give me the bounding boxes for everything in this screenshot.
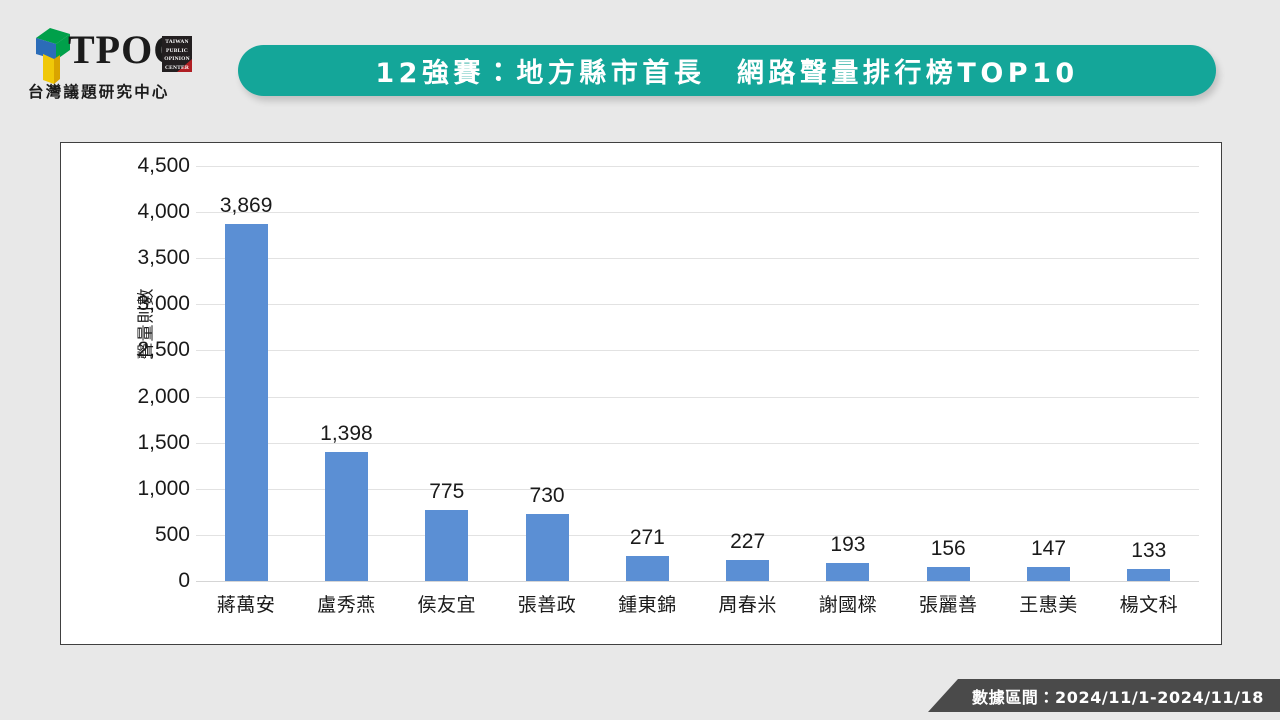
y-axis-tick-label: 0	[178, 569, 190, 592]
bar-series: 3,869 蔣萬安 1,398 盧秀燕 775 侯友宜 730 張善政 271 鍾東錦 227 周春米…	[196, 166, 1199, 616]
tpoc-logo: TPOC TAIWAN PUBLIC OPINION CENTER 台灣議題研究…	[22, 24, 214, 112]
bar-value-label: 147	[1031, 537, 1067, 561]
x-axis-category-label: 蔣萬安	[216, 594, 276, 616]
y-axis-tick-label: 3,500	[137, 246, 190, 270]
bar-value-label: 133	[1131, 538, 1167, 562]
y-axis-tick-label: 2,500	[137, 338, 190, 362]
page-header: TPOC TAIWAN PUBLIC OPINION CENTER 台灣議題研究…	[0, 0, 1280, 135]
bar[interactable]	[525, 513, 569, 581]
data-range-badge: 數據區間：2024/11/1-2024/11/18	[928, 679, 1280, 712]
gridline	[196, 212, 1199, 214]
bar-value-label: 193	[830, 533, 866, 557]
bar[interactable]	[224, 224, 268, 581]
bar-slot[interactable]: 775 侯友宜	[397, 166, 497, 616]
badge-line-4: CENTER	[164, 64, 190, 71]
bar-value-label: 775	[429, 479, 465, 503]
x-axis-category-label: 鍾東錦	[618, 594, 677, 616]
bar-value-label: 271	[629, 526, 665, 550]
bar-value-label: 730	[529, 483, 565, 507]
x-axis-category-label: 楊文科	[1119, 594, 1179, 616]
bar[interactable]	[826, 563, 870, 581]
gridline	[196, 488, 1199, 490]
x-axis-category-label: 王惠美	[1019, 594, 1078, 616]
x-axis-category-label: 張善政	[517, 594, 577, 616]
x-axis-category-label: 謝國樑	[818, 594, 878, 616]
bar[interactable]	[1027, 567, 1071, 581]
gridline	[196, 304, 1199, 306]
gridline	[196, 534, 1199, 536]
bar[interactable]	[324, 452, 368, 581]
bar-value-label: 156	[930, 536, 966, 560]
x-axis-category-label: 張麗善	[918, 594, 978, 616]
bar-value-label: 3,869	[219, 194, 273, 218]
y-axis-tick-label: 4,000	[137, 200, 190, 224]
gridline	[196, 581, 1199, 582]
bar-slot[interactable]: 227 周春米	[697, 166, 797, 616]
badge-line-2: PUBLIC	[166, 47, 188, 54]
plot-area: 4,500 4,000 3,500 3,000 2,500 2,000 1,500 1,000…	[137, 154, 1199, 616]
tpoc-logo-mark-icon	[36, 28, 70, 84]
bar-slot[interactable]: 156 張麗善	[898, 166, 998, 616]
chart-inner: 聲量則數 4,500 4,000 3,500 3,000 2,500 2,000 1,500…	[61, 143, 1221, 644]
title-banner: 12強賽：地方縣市首長 網路聲量排行榜TOP10	[238, 45, 1216, 96]
gridline	[196, 350, 1199, 352]
y-axis-tick-label: 2,000	[137, 384, 190, 408]
bar-value-label: 1,398	[320, 422, 373, 446]
chart-panel: 聲量則數 4,500 4,000 3,500 3,000 2,500 2,000 1,500…	[60, 142, 1222, 645]
x-axis-category-label: 侯友宜	[417, 594, 476, 616]
page-title: 12強賽：地方縣市首長 網路聲量排行榜TOP10	[375, 58, 1079, 89]
tpoc-logo-subtitle: 台灣議題研究中心	[28, 83, 170, 101]
gridline	[196, 396, 1199, 398]
bar-slot[interactable]: 730 張善政	[497, 166, 597, 616]
bar[interactable]	[425, 509, 469, 581]
data-range-text: 數據區間：2024/11/1-2024/11/18	[972, 687, 1265, 707]
gridline	[196, 442, 1199, 444]
bar-value-label: 227	[730, 530, 766, 554]
gridline	[196, 166, 1199, 167]
y-axis-tick-label: 1,500	[137, 430, 190, 454]
y-axis-tick-label: 1,000	[137, 476, 190, 500]
bar-slot[interactable]: 193 謝國樑	[798, 166, 898, 616]
x-axis-category-label: 盧秀燕	[317, 594, 376, 616]
bar-slot[interactable]: 3,869 蔣萬安	[196, 166, 296, 616]
badge-line-1: TAIWAN	[165, 39, 189, 45]
bar-slot[interactable]: 147 王惠美	[998, 166, 1098, 616]
bar-slot[interactable]: 1,398 盧秀燕	[296, 166, 396, 616]
bar[interactable]	[1127, 568, 1171, 581]
bar[interactable]	[625, 556, 669, 581]
gridline	[196, 258, 1199, 260]
bar-slot[interactable]: 271 鍾東錦	[597, 166, 697, 616]
bar[interactable]	[926, 566, 970, 581]
badge-line-3: OPINION	[164, 56, 190, 63]
tpoc-logo-badge: TAIWAN PUBLIC OPINION CENTER	[162, 36, 192, 72]
y-axis-tick-label: 4,500	[137, 154, 190, 177]
y-axis-tick-label: 3,000	[137, 292, 190, 316]
bar-slot[interactable]: 133 楊文科	[1099, 166, 1199, 616]
y-axis-tick-label: 500	[154, 522, 190, 546]
bar[interactable]	[726, 560, 770, 581]
x-axis-category-label: 周春米	[718, 594, 777, 616]
